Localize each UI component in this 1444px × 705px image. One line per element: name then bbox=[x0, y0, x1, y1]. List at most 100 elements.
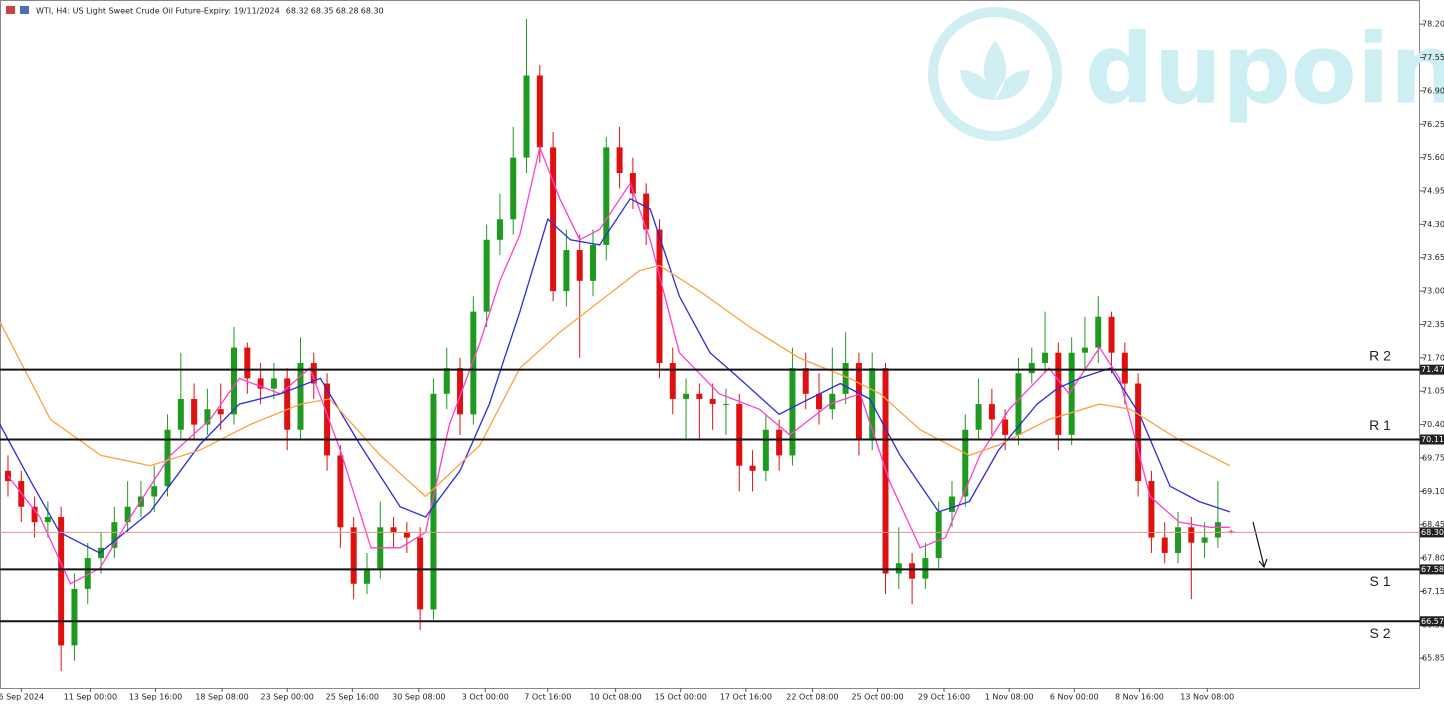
y-tick-label: 74.30 bbox=[1422, 220, 1444, 229]
candle-body bbox=[297, 362, 304, 430]
candle-body bbox=[204, 409, 211, 425]
level-price: 67.58 bbox=[1421, 565, 1444, 574]
x-tick-label: 29 Oct 16:00 bbox=[918, 693, 970, 702]
candle-body bbox=[749, 465, 756, 471]
candle-body bbox=[1095, 316, 1102, 348]
header-value: 68.35 bbox=[311, 7, 334, 16]
candle-body bbox=[324, 383, 331, 456]
candle-body bbox=[576, 250, 583, 281]
y-tick-label: 69.75 bbox=[1422, 453, 1444, 462]
x-tick-label: 6 Nov 00:00 bbox=[1050, 693, 1099, 702]
candle-body bbox=[683, 393, 690, 399]
arrow bbox=[1252, 521, 1268, 569]
y-tick-label: 67.15 bbox=[1422, 587, 1444, 596]
candle-body bbox=[1042, 352, 1049, 363]
level-price-box bbox=[1420, 616, 1444, 627]
candle-body bbox=[789, 368, 796, 456]
candle-body bbox=[1002, 419, 1009, 435]
y-tick-label: 75.60 bbox=[1422, 153, 1444, 162]
candle-body bbox=[975, 404, 982, 430]
candle-body bbox=[31, 506, 38, 523]
candle-body bbox=[457, 368, 464, 415]
candle-body bbox=[244, 347, 251, 379]
candle-body bbox=[629, 173, 636, 194]
candle-body bbox=[855, 362, 862, 441]
candle-body bbox=[4, 470, 11, 482]
header-value: 68.30 bbox=[361, 7, 384, 16]
current-price-box bbox=[1420, 527, 1444, 538]
candle-body bbox=[1108, 316, 1115, 353]
y-tick-label: 73.65 bbox=[1422, 253, 1444, 262]
candle-body bbox=[1214, 522, 1221, 538]
candle-body bbox=[98, 547, 105, 559]
candle-body bbox=[470, 311, 477, 415]
candle-body bbox=[669, 362, 676, 399]
candle-body bbox=[895, 563, 902, 574]
y-tick-label: 77.55 bbox=[1422, 53, 1444, 62]
y-tick-label: 71.05 bbox=[1422, 387, 1444, 396]
candle-body bbox=[217, 409, 224, 415]
x-tick-label: 13 Nov 08:00 bbox=[1180, 693, 1234, 702]
x-tick-label: 30 Sep 08:00 bbox=[392, 693, 445, 702]
candle-body bbox=[603, 147, 610, 245]
candle-body bbox=[71, 588, 78, 646]
current-price-label: 68.30 bbox=[1421, 528, 1444, 537]
candle-body bbox=[1188, 527, 1195, 543]
level-label: S 1 bbox=[1369, 573, 1390, 589]
candle-body bbox=[1228, 531, 1235, 533]
candle-body bbox=[1121, 352, 1128, 384]
candle-body bbox=[696, 393, 703, 399]
candle-body bbox=[722, 404, 729, 406]
y-tick-label: 71.70 bbox=[1422, 353, 1444, 362]
candle-body bbox=[270, 378, 277, 389]
candle-body bbox=[1175, 527, 1182, 553]
y-tick-label: 73.00 bbox=[1422, 287, 1444, 296]
candle-body bbox=[736, 404, 743, 466]
candle-body bbox=[962, 429, 969, 497]
candle-body bbox=[310, 362, 317, 384]
candle-body bbox=[948, 496, 955, 512]
x-tick-label: 25 Oct 00:00 bbox=[851, 693, 903, 702]
candle-body bbox=[842, 362, 849, 394]
level-label: R 1 bbox=[1369, 417, 1391, 433]
candle-body bbox=[935, 511, 942, 559]
y-tick-label: 78.20 bbox=[1422, 20, 1444, 29]
candle-body bbox=[1161, 537, 1168, 553]
x-tick-label: 8 Nov 16:00 bbox=[1115, 693, 1164, 702]
candle-body bbox=[656, 229, 663, 363]
x-tick-label: 3 Oct 00:00 bbox=[462, 693, 509, 702]
candle-body bbox=[510, 157, 517, 220]
x-tick-label: 13 Sep 16:00 bbox=[129, 693, 182, 702]
level-price: 70.11 bbox=[1421, 435, 1444, 444]
candle-body bbox=[443, 368, 450, 394]
header-value: 68.28 bbox=[336, 7, 359, 16]
candle-body bbox=[191, 398, 198, 425]
y-tick-label: 70.40 bbox=[1422, 420, 1444, 429]
y-tick-label: 65.85 bbox=[1422, 654, 1444, 663]
candle-body bbox=[709, 398, 716, 405]
candle-body bbox=[151, 486, 158, 497]
candle-body bbox=[590, 244, 596, 281]
candle-body bbox=[762, 429, 769, 471]
candle-body bbox=[111, 522, 118, 548]
candle-body bbox=[1135, 383, 1142, 482]
candle-body bbox=[1148, 481, 1155, 538]
candle-body bbox=[550, 147, 557, 292]
candle-body bbox=[1081, 347, 1088, 353]
x-tick-label: 18 Sep 08:00 bbox=[195, 693, 248, 702]
candle-body bbox=[1201, 537, 1208, 543]
candle-body bbox=[909, 563, 916, 579]
level-price: 71.47 bbox=[1421, 365, 1444, 374]
level-price-box bbox=[1420, 564, 1444, 575]
candle-body bbox=[1028, 362, 1035, 374]
header-value: 68.32 bbox=[286, 7, 309, 16]
candle-body bbox=[1015, 373, 1022, 435]
x-tick-label: 6 Sep 2024 bbox=[0, 693, 44, 702]
header: WTI, H4: US Light Sweet Crude Oil Future… bbox=[6, 6, 280, 16]
level-price-box bbox=[1420, 434, 1444, 445]
candle-body bbox=[124, 506, 131, 523]
candle-body bbox=[44, 517, 51, 523]
candle-body bbox=[390, 527, 397, 533]
candle-body bbox=[84, 558, 91, 589]
